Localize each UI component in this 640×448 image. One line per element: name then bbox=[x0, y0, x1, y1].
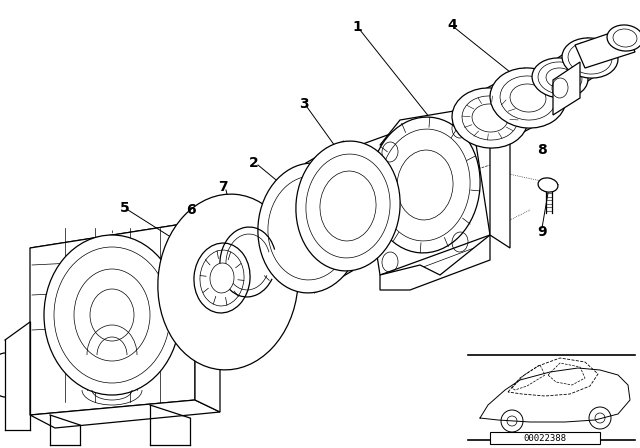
Ellipse shape bbox=[44, 235, 180, 395]
Ellipse shape bbox=[268, 176, 352, 280]
Text: 00022388: 00022388 bbox=[524, 434, 566, 443]
Text: 8: 8 bbox=[537, 143, 547, 157]
Polygon shape bbox=[490, 105, 510, 248]
Ellipse shape bbox=[194, 243, 250, 313]
Text: 4: 4 bbox=[447, 18, 457, 32]
Ellipse shape bbox=[500, 76, 556, 120]
Polygon shape bbox=[30, 222, 195, 415]
Ellipse shape bbox=[490, 68, 566, 128]
Text: 1: 1 bbox=[352, 20, 362, 34]
Ellipse shape bbox=[538, 62, 582, 94]
Text: 2: 2 bbox=[249, 156, 259, 170]
Polygon shape bbox=[575, 28, 635, 68]
Ellipse shape bbox=[370, 117, 480, 253]
Text: 7: 7 bbox=[218, 180, 228, 194]
Ellipse shape bbox=[562, 38, 618, 78]
Polygon shape bbox=[380, 235, 490, 290]
Text: 5: 5 bbox=[120, 201, 130, 215]
Polygon shape bbox=[30, 222, 220, 262]
Ellipse shape bbox=[532, 58, 588, 98]
Ellipse shape bbox=[200, 250, 244, 306]
Text: 6: 6 bbox=[186, 203, 196, 217]
Ellipse shape bbox=[158, 194, 298, 370]
Ellipse shape bbox=[462, 96, 518, 140]
Ellipse shape bbox=[166, 204, 290, 360]
Ellipse shape bbox=[306, 154, 390, 258]
Polygon shape bbox=[360, 105, 490, 275]
Ellipse shape bbox=[380, 129, 470, 241]
Text: 3: 3 bbox=[299, 97, 309, 111]
Ellipse shape bbox=[164, 202, 292, 362]
Ellipse shape bbox=[607, 25, 640, 51]
Ellipse shape bbox=[258, 163, 362, 293]
Ellipse shape bbox=[210, 263, 234, 293]
Ellipse shape bbox=[568, 42, 612, 74]
Polygon shape bbox=[553, 62, 580, 115]
Ellipse shape bbox=[296, 141, 400, 271]
Text: 9: 9 bbox=[537, 225, 547, 239]
Polygon shape bbox=[380, 105, 490, 145]
Ellipse shape bbox=[538, 178, 558, 192]
Bar bbox=[490, 432, 600, 444]
Polygon shape bbox=[30, 400, 220, 428]
Ellipse shape bbox=[452, 88, 528, 148]
Polygon shape bbox=[195, 222, 220, 412]
